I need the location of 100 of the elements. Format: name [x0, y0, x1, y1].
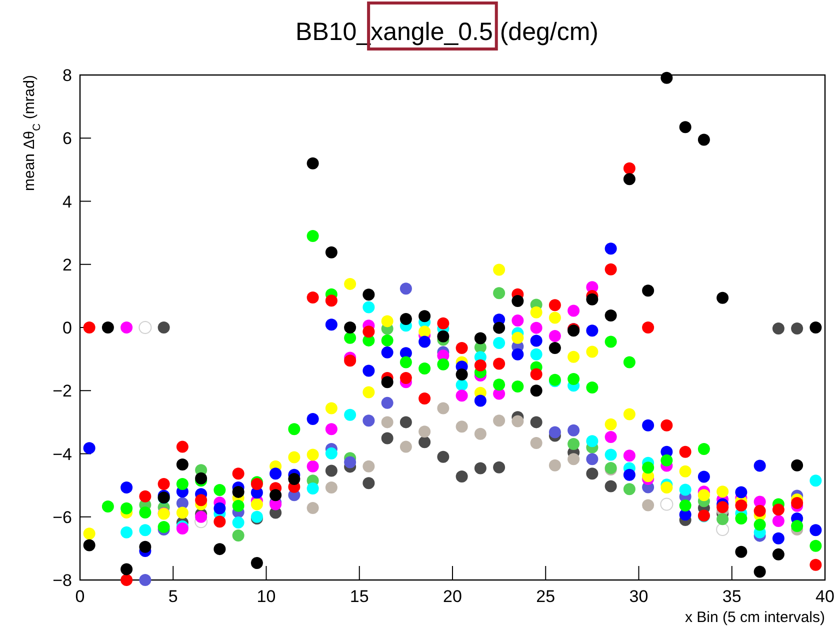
x-tick-label: 20 — [443, 587, 462, 606]
point — [716, 523, 730, 536]
y-tick-label: −4 — [52, 444, 72, 464]
point — [548, 299, 561, 312]
point — [176, 440, 188, 453]
point — [548, 312, 561, 324]
x-tick-label: 30 — [629, 587, 648, 606]
point — [418, 362, 431, 375]
point — [400, 372, 412, 384]
point — [660, 498, 674, 511]
point — [791, 322, 804, 334]
point — [456, 420, 468, 433]
point — [493, 264, 506, 276]
point — [306, 230, 319, 242]
point — [698, 470, 710, 483]
y-tick-label: 4 — [62, 192, 72, 212]
point — [772, 548, 784, 560]
point — [120, 563, 133, 576]
point — [493, 461, 506, 474]
point — [791, 520, 804, 532]
point — [512, 332, 524, 344]
point — [735, 512, 748, 524]
point — [381, 334, 394, 346]
point — [716, 486, 729, 498]
point — [474, 332, 486, 344]
point — [548, 342, 561, 354]
point — [530, 348, 542, 360]
point — [344, 332, 356, 344]
point — [400, 312, 412, 325]
point — [158, 478, 170, 490]
point — [623, 468, 636, 481]
point — [586, 468, 598, 480]
point — [623, 450, 636, 462]
point — [381, 432, 394, 444]
y-tick-label: 2 — [62, 255, 72, 274]
y-tick-label: −8 — [52, 571, 72, 590]
point — [568, 372, 580, 385]
x-tick-label: 0 — [75, 587, 85, 606]
x-tick-label: 15 — [350, 587, 369, 606]
point — [604, 263, 617, 276]
point — [568, 304, 580, 317]
point — [679, 465, 692, 478]
point — [568, 350, 580, 363]
point — [362, 414, 375, 427]
point — [418, 392, 431, 405]
point — [679, 500, 692, 512]
point — [548, 459, 561, 472]
point — [456, 368, 468, 381]
point — [642, 322, 654, 334]
point — [586, 324, 598, 337]
point — [791, 496, 804, 509]
point — [437, 317, 450, 330]
point — [83, 322, 96, 334]
point — [660, 482, 673, 494]
point — [791, 459, 804, 472]
point — [735, 486, 748, 498]
point — [362, 326, 375, 338]
point — [456, 378, 468, 391]
point — [735, 546, 748, 558]
point — [474, 394, 486, 407]
point — [586, 435, 598, 448]
point — [604, 431, 617, 444]
point — [810, 474, 822, 487]
point — [530, 384, 542, 397]
point — [772, 504, 784, 516]
point — [381, 315, 394, 328]
point — [232, 486, 244, 498]
point — [120, 502, 133, 514]
point — [344, 354, 356, 367]
point — [306, 157, 319, 170]
point — [288, 473, 300, 485]
point — [474, 428, 486, 440]
point — [568, 424, 580, 436]
point — [698, 443, 710, 456]
point — [325, 246, 338, 258]
point — [810, 540, 822, 552]
point — [232, 468, 244, 480]
point — [474, 462, 486, 474]
point — [754, 518, 766, 531]
point — [381, 346, 394, 358]
point — [344, 322, 356, 334]
point — [138, 321, 152, 334]
point — [735, 500, 748, 512]
point — [325, 482, 338, 494]
point — [214, 484, 226, 496]
point — [250, 556, 263, 569]
point — [362, 386, 375, 398]
point — [400, 282, 412, 295]
point — [362, 301, 375, 314]
point — [512, 348, 524, 360]
point — [530, 322, 542, 334]
point — [344, 278, 356, 290]
point — [270, 468, 282, 480]
point — [679, 446, 692, 458]
point — [362, 288, 375, 301]
point — [493, 322, 506, 334]
point — [530, 334, 542, 347]
point — [548, 426, 561, 438]
point — [642, 499, 654, 512]
point — [176, 506, 188, 519]
